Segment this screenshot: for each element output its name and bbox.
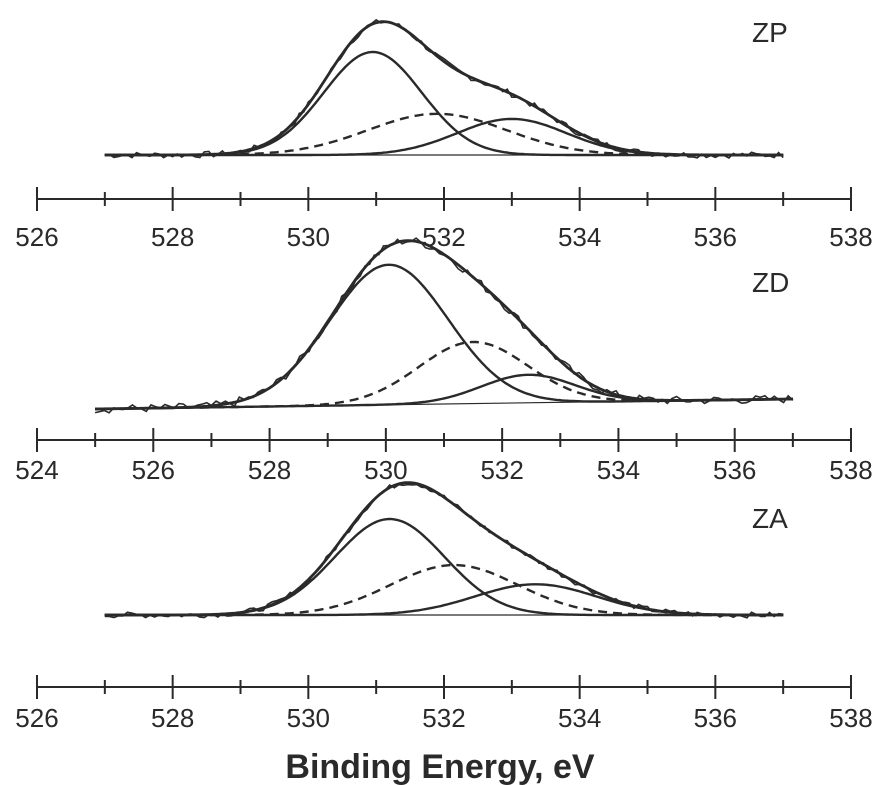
xps-panel-zd: 524 526 528 530 532 534 536 538 ZD (15, 237, 873, 485)
x-tick-label: 534 (597, 455, 640, 485)
component-peak-2 (95, 340, 793, 411)
x-tick-label: 526 (132, 455, 175, 485)
x-tick-label: 536 (694, 222, 737, 252)
fit-envelope-line (104, 481, 784, 617)
x-tick-label: 538 (829, 703, 872, 733)
panel-label: ZD (752, 267, 789, 298)
fit-envelope-line (104, 20, 784, 157)
component-peak-3 (104, 583, 784, 617)
x-tick-label: 534 (558, 222, 601, 252)
xps-panel-zp: 526 528 530 532 534 536 538 ZP (15, 17, 872, 252)
x-axis-label: Binding Energy, eV (285, 748, 595, 785)
x-tick-label: 532 (422, 703, 465, 733)
x-tick-label: 532 (480, 455, 523, 485)
panels: 526 528 530 532 534 536 538 ZP 524 526 528 530 532 53… (15, 17, 872, 733)
fit-envelope-line (95, 239, 793, 411)
component-peak-3 (104, 117, 784, 157)
raw-spectrum-line (94, 237, 794, 414)
panel-label: ZP (752, 17, 788, 48)
component-peak-2 (104, 563, 784, 617)
x-tick-label: 532 (422, 222, 465, 252)
x-tick-label: 528 (151, 222, 194, 252)
raw-spectrum-line (104, 483, 784, 619)
x-tick-label: 536 (713, 455, 756, 485)
component-peak-1 (95, 263, 793, 411)
x-tick-label: 534 (558, 703, 601, 733)
x-tick-label: 530 (287, 222, 330, 252)
x-tick-label: 530 (287, 703, 330, 733)
xps-panel-za: 526 528 530 532 534 536 538 ZA (15, 481, 873, 733)
panel-label: ZA (752, 503, 788, 534)
x-tick-label: 528 (248, 455, 291, 485)
x-tick-label: 524 (15, 455, 58, 485)
x-tick-label: 538 (829, 455, 872, 485)
x-tick-label: 528 (151, 703, 194, 733)
x-tick-label: 536 (694, 703, 737, 733)
x-tick-label: 526 (15, 703, 58, 733)
x-tick-label: 538 (829, 222, 872, 252)
x-tick-label: 526 (15, 222, 58, 252)
x-tick-label: 530 (364, 455, 407, 485)
component-peak-1 (104, 517, 784, 617)
